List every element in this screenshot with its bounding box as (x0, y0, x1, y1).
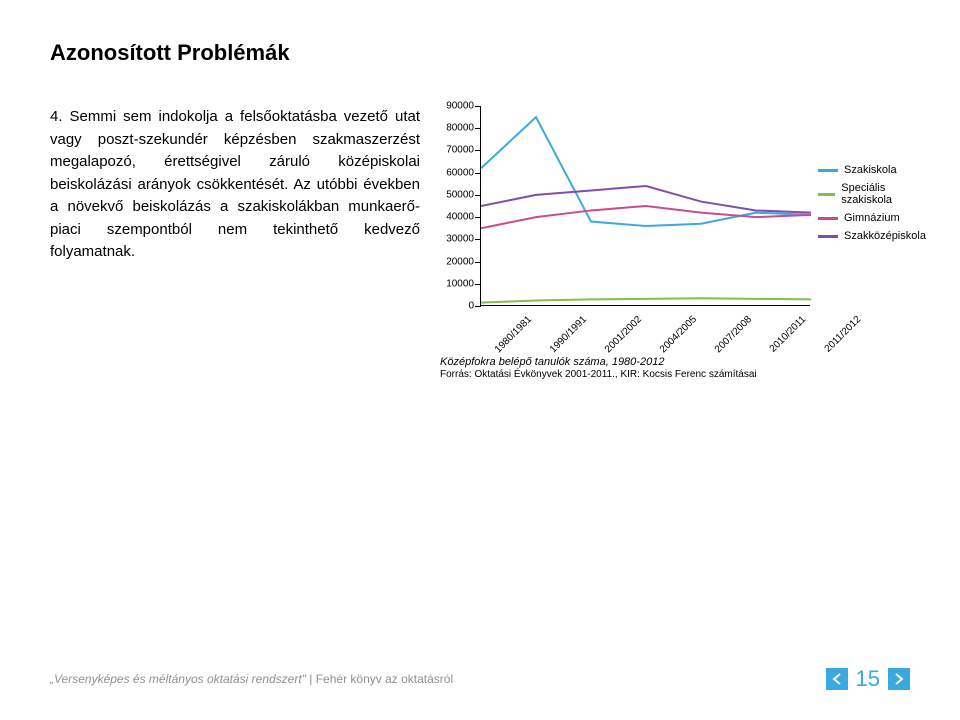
x-axis-label: 2010/2011 (768, 314, 809, 355)
legend-label: Speciális szakiskola (841, 182, 926, 206)
legend-item: Szakközépiskola (818, 230, 926, 242)
legend-swatch (818, 235, 838, 238)
y-axis-label: 90000 (446, 101, 474, 112)
chart-lines (481, 106, 811, 306)
y-axis-label: 0 (468, 301, 474, 312)
legend-item: Szakiskola (818, 164, 926, 176)
line-chart: 0100002000030000400005000060000700008000… (440, 106, 880, 306)
series-line (481, 298, 811, 302)
x-axis-label: 1990/1991 (548, 314, 589, 355)
series-line (481, 186, 811, 213)
y-axis-label: 60000 (446, 167, 474, 178)
x-axis-label: 2004/2005 (658, 314, 699, 355)
x-axis-label: 1980/1981 (493, 314, 534, 355)
legend-swatch (818, 169, 838, 172)
legend-label: Gimnázium (844, 212, 900, 224)
page-number: 15 (856, 666, 880, 692)
chart-legend: Szakiskola Speciális szakiskola Gimnázium S… (818, 164, 926, 248)
y-axis-label: 50000 (446, 189, 474, 200)
y-axis-label: 20000 (446, 256, 474, 267)
legend-label: Szakközépiskola (844, 230, 926, 242)
chevron-right-icon (894, 673, 904, 685)
page-footer: „Versenyképes és méltányos oktatási rend… (50, 666, 910, 692)
y-axis-label: 10000 (446, 278, 474, 289)
prev-page-button[interactable] (826, 668, 848, 690)
page-title: Azonosított Problémák (50, 40, 910, 66)
x-axis-label: 2007/2008 (713, 314, 754, 355)
legend-item: Speciális szakiskola (818, 182, 926, 206)
y-tick (475, 306, 481, 307)
body-paragraph: 4. Semmi sem indokolja a felsőoktatásba … (50, 106, 420, 264)
footer-quote: „Versenyképes és méltányos oktatási rend… (50, 672, 306, 686)
chevron-left-icon (832, 673, 842, 685)
page-navigation: 15 (826, 666, 910, 692)
x-axis-label: 2011/2012 (823, 314, 864, 355)
y-axis-label: 70000 (446, 145, 474, 156)
chart-caption: Középfokra belépő tanulók száma, 1980-20… (440, 356, 910, 380)
caption-source: Forrás: Oktatási Évkönyvek 2001-2011., K… (440, 369, 757, 380)
footer-rest: | Fehér könyv az oktatásról (306, 672, 453, 686)
series-line (481, 206, 811, 228)
next-page-button[interactable] (888, 668, 910, 690)
caption-title: Középfokra belépő tanulók száma, 1980-20… (440, 356, 664, 368)
legend-swatch (818, 193, 835, 196)
x-axis-label: 2001/2002 (603, 314, 644, 355)
y-axis-label: 80000 (446, 123, 474, 134)
legend-item: Gimnázium (818, 212, 926, 224)
y-axis-label: 30000 (446, 234, 474, 245)
y-axis-label: 40000 (446, 212, 474, 223)
legend-swatch (818, 217, 838, 220)
legend-label: Szakiskola (844, 164, 897, 176)
chart-column: 0 10000 20000 30000 40000 50000 60000 70000 8000… (440, 106, 910, 380)
footer-text: „Versenyképes és méltányos oktatási rend… (50, 672, 453, 686)
body-column: 4. Semmi sem indokolja a felsőoktatásba … (50, 106, 420, 380)
